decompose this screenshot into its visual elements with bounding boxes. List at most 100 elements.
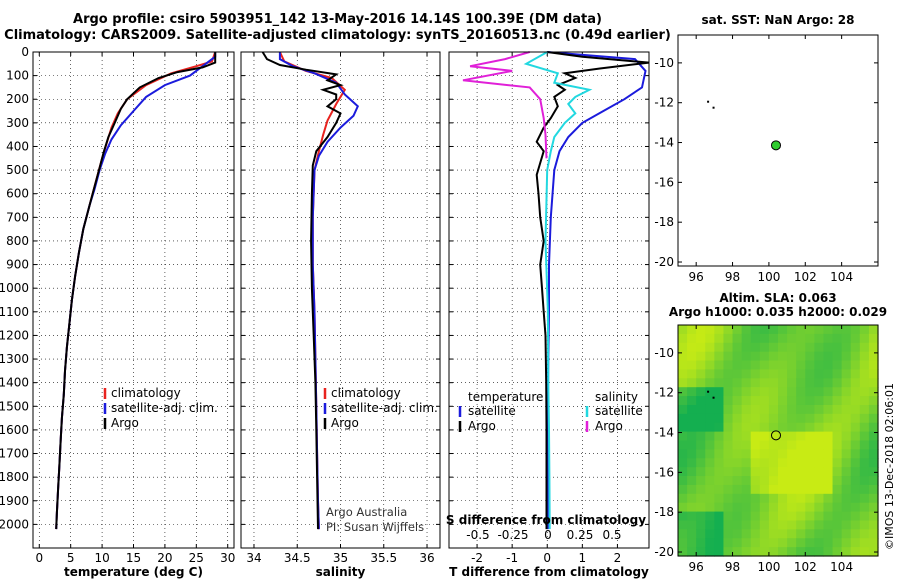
heatmap-cell <box>741 404 752 415</box>
series-line-difference-1 <box>535 51 650 530</box>
x-axis-label: T difference from climatology <box>449 565 649 579</box>
heatmap-cell <box>805 404 815 415</box>
legend-label: satellite <box>595 404 643 418</box>
heatmap-cell <box>696 387 706 397</box>
y-tick-label: -10 <box>654 56 674 70</box>
heatmap-cell <box>868 369 879 379</box>
heatmap-cell <box>750 493 761 504</box>
depth-tick-label: 0 <box>21 45 29 59</box>
legend-title-salinity: salinity <box>595 390 638 404</box>
secondary-x-tick-label: -0.25 <box>497 528 528 542</box>
heatmap-cell <box>868 529 879 539</box>
heatmap-cell <box>750 422 761 433</box>
heatmap-cell <box>823 396 834 406</box>
heatmap-cell <box>696 325 706 335</box>
heatmap-cell <box>750 431 761 442</box>
heatmap-cell <box>787 378 797 388</box>
axes-frame <box>677 324 879 557</box>
heatmap-cell <box>732 325 743 335</box>
heatmap-cell <box>841 458 852 468</box>
heatmap-cell <box>768 538 779 548</box>
series-line-temperature-0 <box>55 51 217 530</box>
heatmap-cell <box>678 351 688 362</box>
x-tick-label: -1 <box>506 551 518 565</box>
heatmap-cell <box>750 484 761 495</box>
series-line-salinity-1 <box>278 52 360 530</box>
heatmap-cell <box>850 511 861 522</box>
heatmap-cell <box>823 484 834 495</box>
heatmap-cell <box>859 413 870 424</box>
heatmap-cell <box>723 404 734 415</box>
heatmap-cell <box>714 422 725 433</box>
heatmap-cell <box>805 413 815 424</box>
heatmap-cell <box>678 520 688 530</box>
heatmap-cell <box>841 467 852 477</box>
heatmap-cell <box>814 413 825 424</box>
heatmap-cell <box>696 467 706 477</box>
heatmap-cell <box>796 467 806 477</box>
heatmap-cell <box>750 449 761 459</box>
heatmap-cell <box>723 547 734 557</box>
heatmap-cell <box>750 547 761 557</box>
heatmap-cell <box>768 547 779 557</box>
heatmap-cell <box>796 449 806 459</box>
map-sla_map: 96 98 100 102 104 -10 -12 -14 -16 -18 -20 <box>654 324 879 574</box>
heatmap-cell <box>841 449 852 459</box>
heatmap-cell <box>732 458 743 468</box>
heatmap-cell <box>841 484 852 495</box>
heatmap-cell <box>841 378 852 388</box>
heatmap-cell <box>841 529 852 539</box>
heatmap-cell <box>814 351 825 362</box>
heatmap-cell <box>814 404 825 415</box>
heatmap-cell <box>778 440 788 450</box>
heatmap-cell <box>787 476 797 486</box>
heatmap-cell <box>714 404 725 415</box>
sla-map-title-line1: Altim. SLA: 0.063 <box>719 291 836 305</box>
heatmap-cell <box>705 440 715 450</box>
heatmap-cell <box>787 458 797 468</box>
x-tick-label: 35.5 <box>370 551 397 565</box>
heatmap-cell <box>850 360 861 371</box>
x-tick-label: 100 <box>757 270 780 284</box>
heatmap-cell <box>850 467 861 477</box>
heatmap-cell <box>850 422 861 433</box>
heatmap-cell <box>814 369 825 379</box>
heatmap-cell <box>832 458 843 468</box>
heatmap-cell <box>841 476 852 486</box>
heatmap-cell <box>687 333 697 344</box>
x-tick-label: 25 <box>189 551 204 565</box>
heatmap-cell <box>714 440 725 450</box>
heatmap-cell <box>859 520 870 530</box>
x-tick-label: 100 <box>757 560 780 574</box>
heatmap-cell <box>823 511 834 522</box>
axes-frame <box>240 51 441 549</box>
heatmap-cell <box>823 476 834 486</box>
series-line-difference-3 <box>462 51 548 159</box>
heatmap-cell <box>814 325 825 335</box>
heatmap-cell <box>832 520 843 530</box>
heatmap-cell <box>732 360 743 371</box>
heatmap-cell <box>850 449 861 459</box>
heatmap-cell <box>823 440 834 450</box>
heatmap-cell <box>850 325 861 335</box>
heatmap-cell <box>832 351 843 362</box>
x-tick-label: 0 <box>543 551 551 565</box>
track-mark <box>712 396 715 399</box>
heatmap-cell <box>850 458 861 468</box>
heatmap-cell <box>805 547 815 557</box>
heatmap-cell <box>778 493 788 504</box>
heatmap-cell <box>814 458 825 468</box>
heatmap-cell <box>841 351 852 362</box>
heatmap-cell <box>768 440 779 450</box>
heatmap-cell <box>723 369 734 379</box>
heatmap-cell <box>732 547 743 557</box>
heatmap-cell <box>768 396 779 406</box>
heatmap-cell <box>787 351 797 362</box>
heatmap-cell <box>768 404 779 415</box>
heatmap-cell <box>750 396 761 406</box>
heatmap-cell <box>759 387 770 397</box>
heatmap-cell <box>723 396 734 406</box>
heatmap-cell <box>850 369 861 379</box>
heatmap-cell <box>859 484 870 495</box>
heatmap-cell <box>850 342 861 353</box>
